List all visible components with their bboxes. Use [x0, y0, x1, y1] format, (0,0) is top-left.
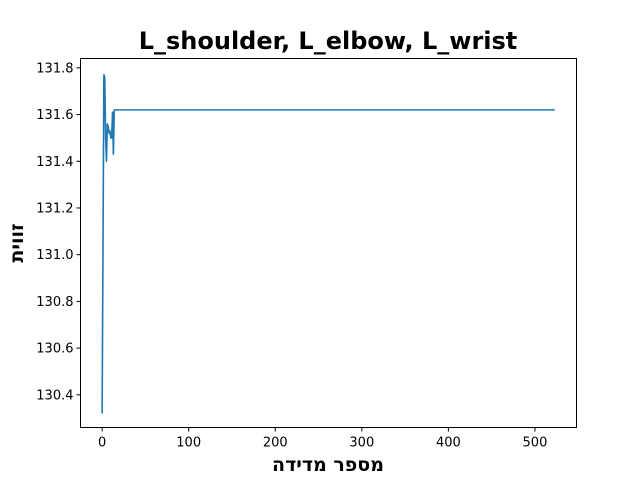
- x-tick-label: 500: [523, 436, 548, 451]
- y-tick-label: 130.6: [36, 342, 73, 357]
- y-axis-ticks: 130.4 130.6 130.8 131.0 131.2 131.4 131.6 131.8: [36, 61, 81, 403]
- y-tick-label: 131.2: [36, 201, 73, 216]
- x-tick-label: 200: [263, 436, 288, 451]
- y-tick-label: 130.8: [36, 295, 73, 310]
- x-tick-label: 0: [98, 436, 106, 451]
- y-tick-label: 130.4: [36, 388, 73, 403]
- x-axis-label: מספר מדידה: [272, 454, 384, 476]
- plot-area: [101, 74, 555, 414]
- y-tick-label: 131.4: [36, 155, 73, 170]
- x-axis-ticks: 0 100 200 300 400 500: [98, 427, 548, 451]
- chart-title: L_shoulder, L_elbow, L_wrist: [139, 27, 518, 55]
- y-tick-label: 131.0: [36, 248, 73, 263]
- axes-frame: [80, 58, 577, 428]
- x-tick-label: 400: [436, 436, 461, 451]
- y-tick-label: 131.8: [36, 61, 73, 76]
- x-tick-label: 300: [349, 436, 374, 451]
- x-tick-label: 100: [176, 436, 201, 451]
- y-axis-label: זווית: [6, 223, 28, 262]
- series-line-0: [101, 74, 555, 414]
- y-tick-label: 131.6: [36, 108, 73, 123]
